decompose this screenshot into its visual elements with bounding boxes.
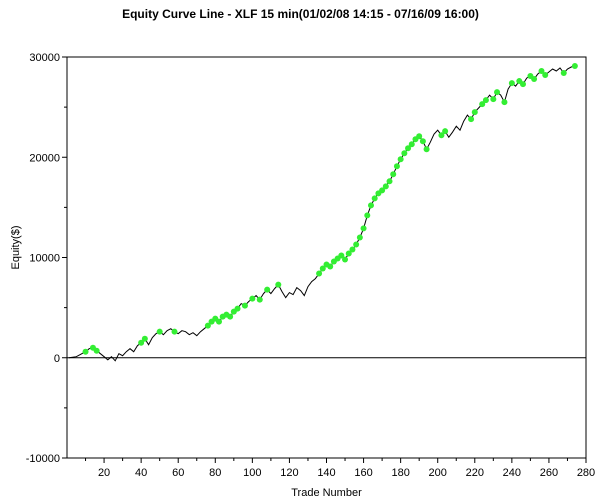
new-high-marker bbox=[264, 286, 271, 293]
new-high-marker bbox=[423, 146, 430, 153]
y-tick-label: 30000 bbox=[29, 52, 60, 64]
new-high-marker bbox=[542, 72, 549, 79]
axes bbox=[62, 56, 587, 463]
new-high-marker bbox=[405, 145, 412, 152]
new-high-marker bbox=[382, 183, 389, 190]
new-high-marker bbox=[538, 68, 545, 75]
x-axis-label: Trade Number bbox=[291, 487, 362, 499]
plot-frame bbox=[66, 56, 587, 459]
x-tick-label: 260 bbox=[540, 467, 558, 479]
new-high-marker bbox=[442, 128, 449, 135]
new-high-marker bbox=[386, 178, 393, 185]
x-tick-label: 180 bbox=[391, 467, 409, 479]
new-high-marker bbox=[419, 138, 426, 145]
new-high-marker bbox=[494, 89, 501, 96]
x-tick-label: 240 bbox=[503, 467, 521, 479]
new-high-marker bbox=[501, 99, 508, 106]
plot-area bbox=[68, 63, 578, 362]
new-high-marker bbox=[393, 163, 400, 170]
new-high-marker bbox=[356, 234, 363, 241]
new-high-marker bbox=[379, 187, 386, 194]
new-high-marker bbox=[519, 81, 526, 88]
new-high-marker bbox=[234, 305, 241, 312]
new-high-marker bbox=[408, 141, 415, 148]
new-high-marker bbox=[416, 133, 423, 140]
new-high-marker bbox=[560, 70, 567, 77]
new-high-marker bbox=[241, 302, 248, 309]
new-high-marker bbox=[141, 335, 148, 342]
x-tick-label: 220 bbox=[466, 467, 484, 479]
new-high-marker bbox=[571, 63, 578, 70]
new-high-marker bbox=[316, 270, 323, 277]
new-high-marker bbox=[353, 241, 360, 248]
tick-labels: 20 40 60 80 100 120 140 160 180 200 220 240 260 280 -1… bbox=[26, 52, 595, 479]
new-high-marker bbox=[249, 295, 256, 302]
new-high-marker bbox=[401, 150, 408, 157]
new-high-marker bbox=[531, 76, 538, 83]
new-high-marker bbox=[327, 263, 334, 270]
new-high-marker bbox=[215, 318, 222, 325]
new-high-marker bbox=[275, 281, 282, 288]
x-tick-label: 100 bbox=[243, 467, 261, 479]
y-tick-label: 20000 bbox=[29, 152, 60, 164]
new-high-marker bbox=[82, 348, 89, 355]
new-high-marker bbox=[342, 256, 349, 263]
y-tick-label: 0 bbox=[54, 353, 60, 365]
new-high-marker bbox=[371, 195, 378, 202]
new-high-marker bbox=[471, 109, 478, 116]
x-tick-label: 280 bbox=[577, 467, 595, 479]
x-tick-label: 20 bbox=[98, 467, 110, 479]
new-high-marker bbox=[156, 328, 163, 335]
new-high-marker bbox=[364, 212, 371, 219]
y-tick-label: -10000 bbox=[26, 453, 60, 465]
x-tick-label: 80 bbox=[209, 467, 221, 479]
new-high-marker bbox=[438, 132, 445, 139]
new-high-marker bbox=[227, 313, 234, 320]
new-high-marker bbox=[338, 252, 345, 259]
new-high-marker bbox=[490, 96, 497, 103]
new-high-marker bbox=[171, 328, 178, 335]
new-high-marker bbox=[367, 202, 374, 209]
x-tick-label: 160 bbox=[354, 467, 372, 479]
new-high-marker bbox=[345, 250, 352, 257]
new-high-marker bbox=[397, 156, 404, 163]
new-high-marker bbox=[360, 225, 367, 232]
new-high-marker bbox=[482, 97, 489, 104]
x-tick-label: 140 bbox=[317, 467, 335, 479]
new-high-marker bbox=[349, 246, 356, 253]
x-tick-label: 40 bbox=[135, 467, 147, 479]
new-high-marker bbox=[390, 171, 397, 178]
x-tick-label: 200 bbox=[429, 467, 447, 479]
new-high-marker bbox=[138, 339, 145, 346]
y-axis-label: Equity($) bbox=[10, 225, 22, 269]
new-high-marker bbox=[508, 80, 515, 87]
new-high-marker bbox=[468, 116, 475, 123]
x-tick-label: 120 bbox=[280, 467, 298, 479]
y-tick-label: 10000 bbox=[29, 253, 60, 265]
new-high-marker bbox=[479, 101, 486, 108]
chart-title: Equity Curve Line - XLF 15 min(01/02/08 … bbox=[122, 7, 479, 21]
new-high-marker bbox=[256, 296, 263, 303]
new-high-marker bbox=[319, 265, 326, 272]
new-high-marker bbox=[93, 347, 100, 354]
x-tick-label: 60 bbox=[172, 467, 184, 479]
new-high-marker bbox=[204, 322, 211, 329]
